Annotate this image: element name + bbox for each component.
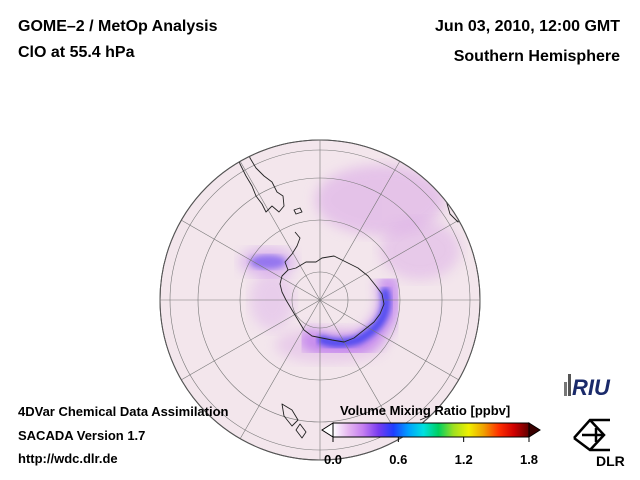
activation-haze-east	[380, 220, 460, 280]
meridian-330	[239, 160, 321, 301]
meridian-210	[239, 299, 321, 440]
meridian-60	[319, 219, 460, 301]
activation-patch-peninsula-halo	[240, 248, 296, 276]
meridian-300	[180, 219, 321, 301]
map-title: GOME–2 / MetOp Analysis	[18, 18, 218, 35]
coastline-madagascar	[471, 193, 480, 215]
meridian-30	[319, 160, 401, 301]
coastline-south-america	[227, 140, 285, 213]
colorbar-tick-label: 0.6	[389, 452, 408, 467]
coastline-new-zealand	[281, 403, 299, 427]
coastline-new-zealand-south	[295, 423, 307, 439]
activation-haze-north	[315, 165, 445, 235]
url-link[interactable]: http://wdc.dlr.de	[18, 451, 118, 466]
meridian-120	[319, 299, 460, 381]
coastline-antarctica	[279, 231, 385, 343]
meridian-240	[180, 299, 321, 381]
coastline-falklands	[293, 207, 303, 215]
meridian-150	[319, 299, 401, 440]
version-label: SACADA Version 1.7	[18, 428, 146, 443]
region-label: Southern Hemisphere	[453, 48, 620, 65]
system-label: 4DVar Chemical Data Assimilation	[18, 404, 229, 419]
colorbar-tick-label: 1.2	[454, 452, 473, 467]
riu-logo: RIU	[564, 374, 611, 400]
coastline-africa	[445, 159, 471, 223]
riu-logo-text: RIU	[572, 375, 611, 400]
dlr-logo-text: DLR	[596, 453, 625, 469]
activation-arc-core	[317, 287, 391, 348]
dlr-logo: DLR	[573, 418, 625, 469]
colorbar-title: Volume Mixing Ratio [ppbv]	[340, 403, 511, 418]
globe-outline	[159, 139, 481, 461]
colorbar-tick-label: 1.8	[519, 452, 539, 467]
datetime-label: Jun 03, 2010, 12:00 GMT	[435, 18, 620, 35]
species-label: ClO at 55.4 hPa	[18, 44, 135, 61]
colorbar-tick-label: 0.0	[323, 452, 343, 467]
